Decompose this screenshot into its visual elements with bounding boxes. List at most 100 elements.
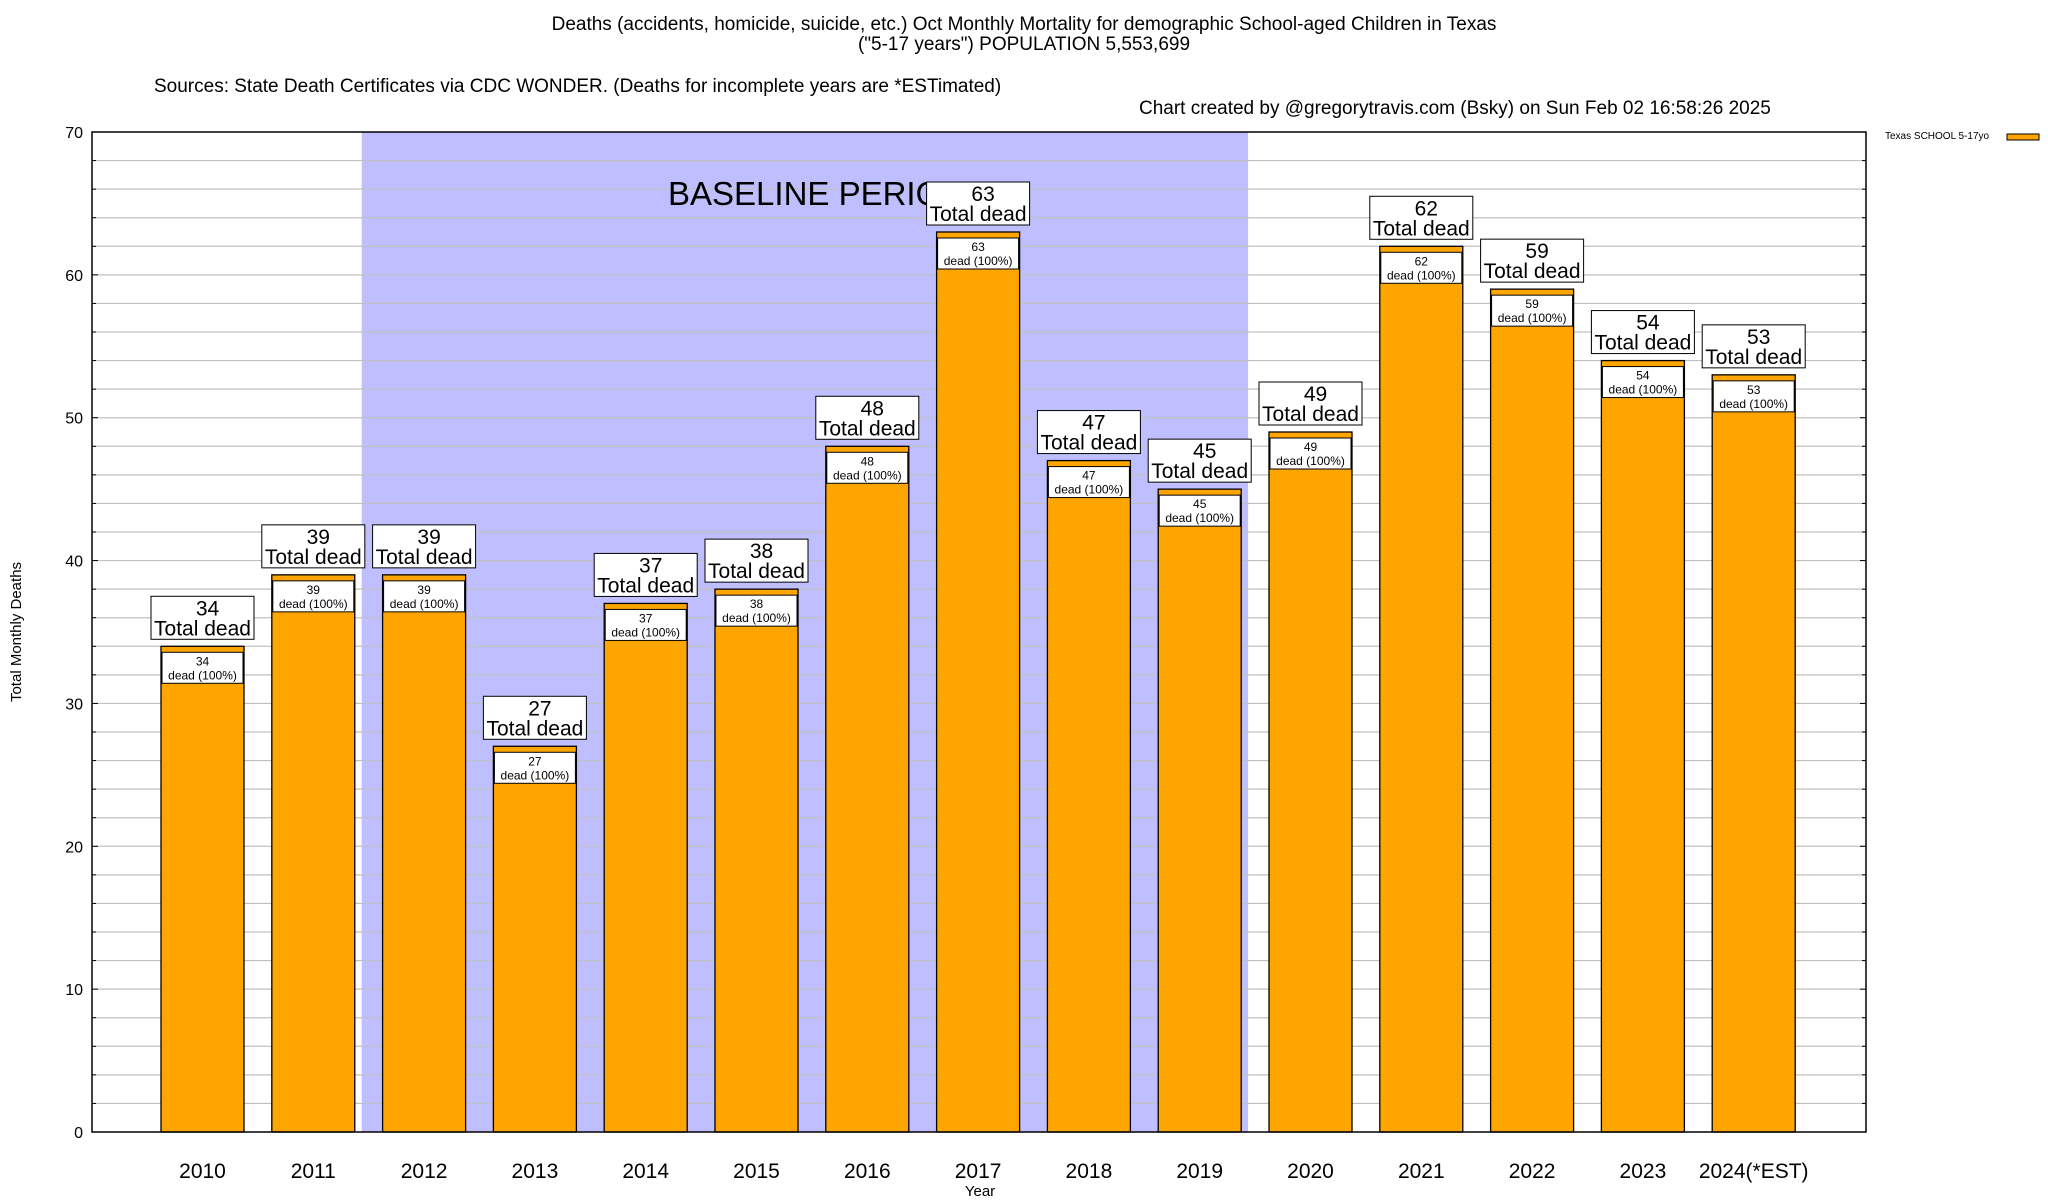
total-label-box (1480, 238, 1585, 283)
total-label-value: 34 (196, 597, 220, 620)
total-label-box (1590, 310, 1695, 355)
inner-label-box (1158, 494, 1241, 527)
legend-label: Texas SCHOOL 5-17yo (1885, 131, 1990, 142)
x-tick-label: 2015 (733, 1160, 780, 1183)
x-tick-label: 2018 (1066, 1160, 1113, 1183)
x-tick-label: 2019 (1176, 1160, 1223, 1183)
credit-text: Chart created by @gregorytravis.com (Bsk… (1139, 98, 1771, 119)
inner-label-value: 59 (1525, 297, 1539, 311)
x-tick-label: 2016 (844, 1160, 891, 1183)
y-tick-label: 60 (65, 268, 83, 285)
inner-label-text: dead (100%) (833, 468, 902, 482)
total-label-box (926, 181, 1031, 226)
total-label-text: Total dead (1151, 460, 1248, 483)
total-label-text: Total dead (1484, 260, 1581, 283)
inner-label-box (1047, 466, 1130, 499)
chart-subtitle: ("5-17 years") POPULATION 5,553,699 (857, 34, 1191, 55)
total-label-text: Total dead (376, 546, 473, 569)
x-tick-label: 2022 (1509, 1160, 1556, 1183)
total-label-value: 62 (1415, 197, 1438, 220)
legend: Texas SCHOOL 5-17yo (1885, 131, 2040, 142)
total-label-value: 37 (639, 554, 662, 577)
inner-label-text: dead (100%) (1276, 454, 1345, 468)
inner-label-box (604, 608, 687, 641)
inner-label-value: 49 (1304, 440, 1318, 454)
inner-label-box (1712, 380, 1795, 413)
chart-title: Deaths (accidents, homicide, suicide, et… (551, 14, 1497, 35)
bar-2016 (825, 445, 910, 1133)
inner-label-box (1601, 366, 1684, 399)
inner-label-text: dead (100%) (1387, 268, 1456, 282)
bar-2021 (1379, 245, 1464, 1133)
total-label-box (1701, 324, 1806, 369)
total-label-box (482, 695, 587, 740)
y-tick-label: 40 (65, 554, 83, 571)
total-label-value: 53 (1747, 326, 1770, 349)
total-label-text: Total dead (1594, 332, 1691, 355)
inner-label-box (493, 751, 576, 784)
y-tick-label: 70 (65, 125, 83, 142)
inner-label-value: 27 (528, 754, 542, 768)
y-tick-label: 20 (65, 839, 83, 856)
inner-label-text: dead (100%) (1055, 483, 1124, 497)
total-label-box (593, 552, 698, 597)
total-label-box (372, 524, 477, 569)
legend-swatch (2006, 133, 2040, 141)
inner-label-text: dead (100%) (722, 611, 791, 625)
x-tick-label: 2013 (512, 1160, 559, 1183)
y-axis-title: Total Monthly Deaths (8, 562, 25, 702)
inner-label-box (1269, 437, 1352, 470)
inner-label-value: 39 (307, 583, 321, 597)
inner-label-value: 34 (196, 654, 210, 668)
x-axis-title: Year (965, 1183, 995, 1200)
x-tick-label: 2010 (179, 1160, 226, 1183)
inner-label-value: 48 (861, 454, 875, 468)
inner-label-value: 37 (639, 611, 653, 625)
inner-label-text: dead (100%) (611, 625, 680, 639)
total-label-text: Total dead (1040, 432, 1137, 455)
inner-label-box (383, 580, 466, 613)
total-label-box (815, 395, 920, 440)
total-label-box (1036, 410, 1141, 455)
total-label-value: 59 (1525, 240, 1548, 263)
total-label-text: Total dead (930, 203, 1027, 226)
bar-2012 (381, 574, 467, 1133)
bar-2017 (935, 231, 1021, 1133)
x-tick-label: 2023 (1620, 1160, 1667, 1183)
y-tick-label: 0 (74, 1125, 83, 1142)
baseline-period-label: BASELINE PERIOD (668, 175, 965, 212)
bar-2018 (1046, 459, 1132, 1133)
x-tick-label: 2014 (622, 1160, 669, 1183)
inner-label-value: 53 (1747, 383, 1761, 397)
inner-label-text: dead (100%) (1165, 511, 1234, 525)
inner-label-value: 62 (1415, 254, 1429, 268)
inner-label-text: dead (100%) (1498, 311, 1567, 325)
inner-label-text: dead (100%) (279, 597, 348, 611)
y-tick-label: 50 (65, 411, 83, 428)
plot-frame (91, 131, 1867, 1133)
inner-label-text: dead (100%) (1609, 383, 1678, 397)
bar-2020 (1268, 431, 1353, 1133)
inner-label-box (161, 651, 244, 684)
x-tick-label: 2011 (291, 1160, 336, 1183)
total-label-box (150, 595, 255, 640)
x-tick-label: 2012 (401, 1160, 448, 1183)
total-label-text: Total dead (1705, 346, 1802, 369)
inner-label-box (1491, 294, 1574, 327)
total-label-value: 49 (1304, 383, 1327, 406)
inner-label-box (826, 451, 909, 484)
inner-label-value: 63 (971, 240, 985, 254)
total-label-value: 39 (417, 526, 440, 549)
total-label-value: 39 (307, 526, 330, 549)
total-label-text: Total dead (1262, 403, 1359, 426)
total-label-value: 38 (750, 540, 773, 563)
total-label-text: Total dead (819, 417, 916, 440)
x-tick-label: 2017 (955, 1160, 1002, 1183)
x-tick-label: 2020 (1287, 1160, 1334, 1183)
inner-label-box (1380, 251, 1463, 284)
inner-label-text: dead (100%) (390, 597, 459, 611)
total-label-text: Total dead (265, 546, 362, 569)
total-label-value: 47 (1082, 412, 1105, 435)
total-label-value: 63 (971, 183, 994, 206)
